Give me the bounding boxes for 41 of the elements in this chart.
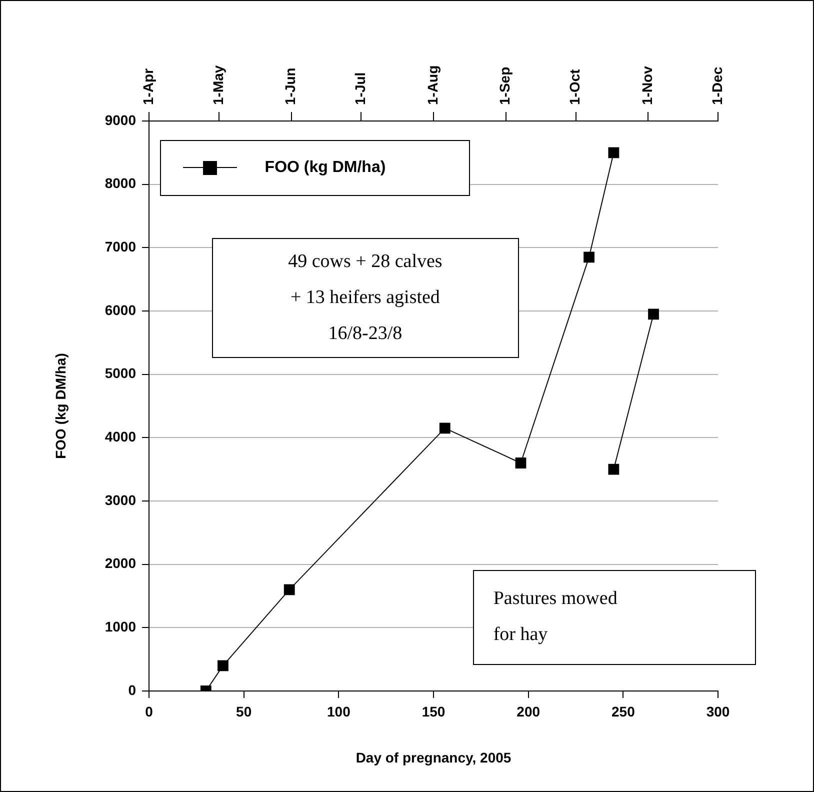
- x2-tick-label: 1-Aug: [424, 65, 440, 105]
- y-axis-title: FOO (kg DM/ha): [52, 353, 68, 459]
- x2-tick-label: 1-Sep: [496, 66, 513, 105]
- y-tick-label: 0: [128, 682, 136, 698]
- y-tick-label: 7000: [104, 238, 136, 255]
- legend-label: FOO (kg DM/ha): [264, 158, 386, 177]
- x-axis-title: Day of pregnancy, 2005: [356, 749, 512, 766]
- y-tick-label: 1000: [104, 618, 136, 635]
- y-tick-label: 5000: [104, 365, 136, 382]
- note-box: 49 cows + 28 calves + 13 heifers agisted 16/8-23/8: [212, 238, 519, 358]
- annotation: Pastures mowed for hay: [493, 587, 618, 648]
- x-tick-label: 300: [706, 703, 730, 720]
- point: [439, 422, 450, 434]
- x-tick-label: 250: [611, 703, 636, 720]
- y-tick-label: 6000: [104, 302, 136, 318]
- x2-tick-label: 1-Apr: [140, 68, 156, 105]
- point: [648, 308, 659, 320]
- x-tick-label: 200: [516, 703, 540, 720]
- x-tick-label: 150: [422, 703, 446, 720]
- point: [515, 458, 526, 468]
- x2-tick-label: 1-Nov: [638, 66, 655, 105]
- point: [584, 252, 594, 263]
- x2-tick-label: 1-Dec: [708, 66, 725, 105]
- x2-tick-label: 1-Jul: [352, 72, 368, 105]
- note-box: Pastures mowed for hay: [473, 570, 756, 666]
- point: [608, 464, 620, 475]
- point: [218, 660, 228, 672]
- x-tick-label: 100: [326, 703, 351, 720]
- x2-tick-label: 1-Oct: [566, 68, 583, 105]
- annotation: 49 cows + 28 calves + 13 heifers agisted 16/8-23/8: [287, 250, 444, 346]
- y-tick-label: 8000: [104, 175, 136, 192]
- point: [284, 584, 295, 596]
- x2-tick-label: 1-May: [210, 65, 226, 105]
- x2-tick-label: 1-Jun: [282, 68, 298, 105]
- y-tick-label: 3000: [104, 492, 136, 508]
- point: [608, 147, 620, 158]
- x-tick-label: 0: [145, 703, 154, 720]
- y-tick-label: 4000: [104, 428, 136, 445]
- y-tick-label: 2000: [104, 555, 136, 572]
- y-tick-label: 9000: [104, 112, 136, 128]
- x-tick-label: 50: [236, 703, 252, 720]
